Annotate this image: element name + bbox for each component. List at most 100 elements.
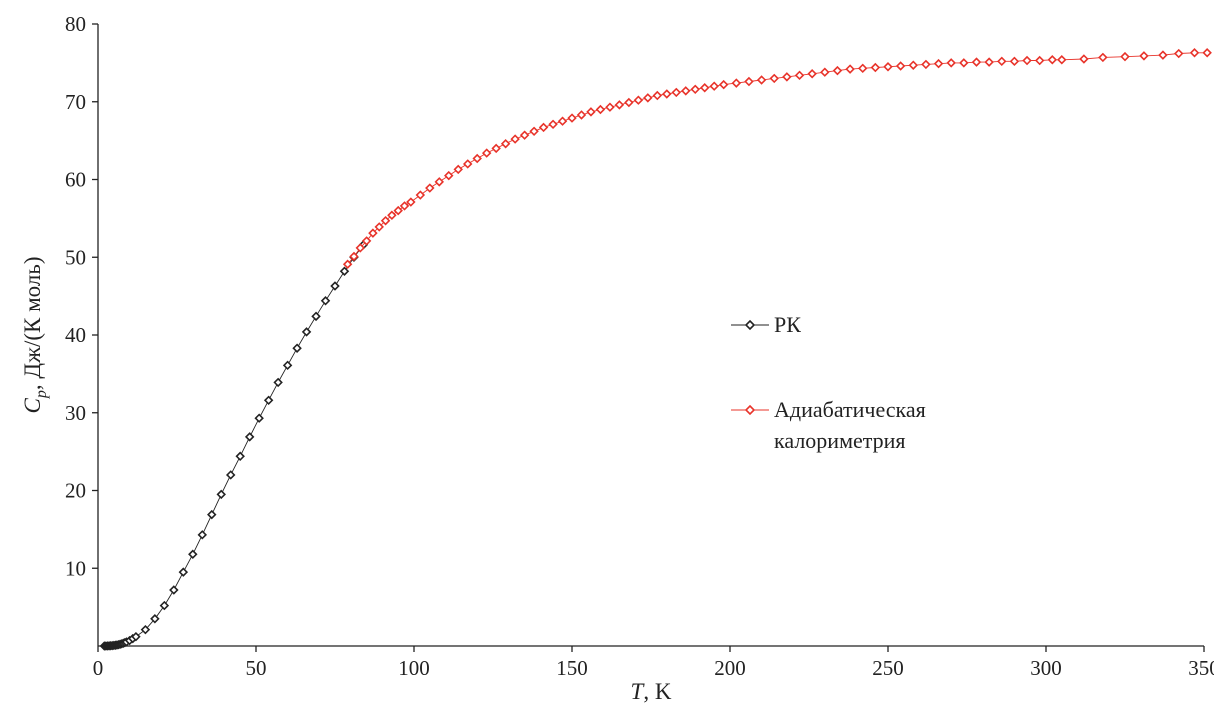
data-point-adiabatic xyxy=(699,83,710,93)
data-point-rk xyxy=(197,530,208,540)
data-point-adiabatic xyxy=(997,56,1007,67)
data-point-rk xyxy=(140,624,151,635)
data-point-adiabatic xyxy=(652,90,663,101)
data-point-adiabatic xyxy=(444,170,454,181)
data-point-adiabatic xyxy=(690,84,700,95)
data-point-rk xyxy=(273,377,283,388)
data-point-adiabatic xyxy=(933,58,944,69)
legend-item-adiabatic: Адиабатическая калориметрия xyxy=(731,397,926,453)
data-point-adiabatic xyxy=(1022,55,1032,66)
data-point-adiabatic xyxy=(481,148,492,158)
data-point-rk xyxy=(339,266,350,276)
y-tick-label: 30 xyxy=(65,401,86,425)
legend-marker-adiabatic xyxy=(744,404,756,416)
data-point-adiabatic xyxy=(1158,50,1168,60)
data-point-adiabatic xyxy=(595,104,606,115)
data-point-adiabatic xyxy=(491,143,501,154)
data-point-adiabatic xyxy=(1009,56,1020,67)
data-point-adiabatic xyxy=(462,159,473,169)
x-tick-label: 0 xyxy=(93,656,104,680)
data-point-rk xyxy=(169,585,179,595)
y-tick-label: 80 xyxy=(65,12,86,36)
data-point-adiabatic xyxy=(434,177,445,187)
data-point-adiabatic xyxy=(425,183,435,193)
legend-label-rk: РК xyxy=(774,312,801,337)
data-point-adiabatic xyxy=(756,75,767,85)
data-point-adiabatic xyxy=(946,58,956,68)
data-point-adiabatic xyxy=(576,110,587,120)
data-point-adiabatic xyxy=(709,81,719,91)
data-point-rk xyxy=(292,343,302,353)
data-point-adiabatic xyxy=(1098,52,1108,63)
data-point-adiabatic xyxy=(500,139,511,149)
x-axis-title: T, K xyxy=(631,679,672,704)
data-point-adiabatic xyxy=(807,69,817,79)
data-point-adiabatic xyxy=(1202,48,1212,58)
data-point-adiabatic xyxy=(984,57,994,67)
data-point-adiabatic xyxy=(349,251,359,262)
data-point-adiabatic xyxy=(718,79,729,90)
data-point-adiabatic xyxy=(971,57,982,67)
y-ticks: 10 20 30 40 50 60 70 80 xyxy=(65,12,98,580)
data-point-adiabatic xyxy=(633,95,644,105)
data-point-rk xyxy=(235,451,245,462)
data-point-adiabatic xyxy=(624,97,634,108)
data-point-adiabatic xyxy=(832,65,843,76)
data-point-adiabatic xyxy=(908,60,919,70)
legend-marker-rk xyxy=(744,319,756,331)
data-point-adiabatic xyxy=(472,153,482,164)
data-point-adiabatic xyxy=(380,215,391,226)
data-point-adiabatic xyxy=(643,93,653,103)
data-point-adiabatic xyxy=(538,122,549,133)
data-point-adiabatic xyxy=(399,201,410,211)
x-tick-label: 350 xyxy=(1188,656,1214,680)
data-point-adiabatic xyxy=(510,134,520,144)
data-point-adiabatic xyxy=(1047,55,1058,65)
data-point-rk xyxy=(263,395,274,406)
data-point-adiabatic xyxy=(361,236,372,246)
data-point-adiabatic xyxy=(415,190,426,200)
data-point-rk xyxy=(244,432,255,442)
data-point-adiabatic xyxy=(586,107,596,117)
y-axis-title: Cp, Дж/(К моль) xyxy=(20,257,50,414)
data-point-adiabatic xyxy=(453,164,463,175)
y-tick-label: 70 xyxy=(65,90,86,114)
data-point-adiabatic xyxy=(681,86,691,96)
data-point-adiabatic xyxy=(374,222,384,232)
data-point-adiabatic xyxy=(519,130,530,140)
data-point-adiabatic xyxy=(548,119,558,130)
data-point-adiabatic xyxy=(342,259,353,269)
data-point-adiabatic xyxy=(529,126,539,137)
data-point-adiabatic xyxy=(731,78,742,88)
data-point-adiabatic xyxy=(1034,55,1045,66)
data-point-adiabatic xyxy=(662,89,672,99)
y-tick-label: 40 xyxy=(65,323,86,347)
axes-layer xyxy=(97,24,1204,647)
data-point-rk xyxy=(320,296,331,306)
data-point-rk xyxy=(225,470,236,480)
data-point-rk xyxy=(282,360,293,371)
data-point-rk xyxy=(330,281,340,291)
data-point-rk xyxy=(188,549,198,559)
data-point-rk xyxy=(311,311,321,322)
data-point-rk xyxy=(207,509,217,520)
data-point-adiabatic xyxy=(870,62,881,73)
data-point-adiabatic xyxy=(857,63,868,74)
data-point-adiabatic xyxy=(567,113,577,123)
y-tick-label: 10 xyxy=(65,556,86,580)
data-point-adiabatic xyxy=(959,58,969,68)
data-point-adiabatic xyxy=(355,243,366,253)
legend-label-adiabatic-line2: калориметрия xyxy=(774,428,906,453)
data-point-rk xyxy=(254,413,264,423)
y-tick-label: 20 xyxy=(65,479,86,503)
x-tick-label: 300 xyxy=(1030,656,1062,680)
data-point-adiabatic xyxy=(782,72,792,82)
data-point-adiabatic xyxy=(1057,55,1067,65)
legend-item-rk: РК xyxy=(731,312,801,337)
x-tick-label: 200 xyxy=(714,656,746,680)
x-tick-label: 50 xyxy=(246,656,267,680)
data-point-adiabatic xyxy=(393,205,403,216)
data-point-rk xyxy=(216,489,226,500)
data-point-adiabatic xyxy=(820,67,830,77)
